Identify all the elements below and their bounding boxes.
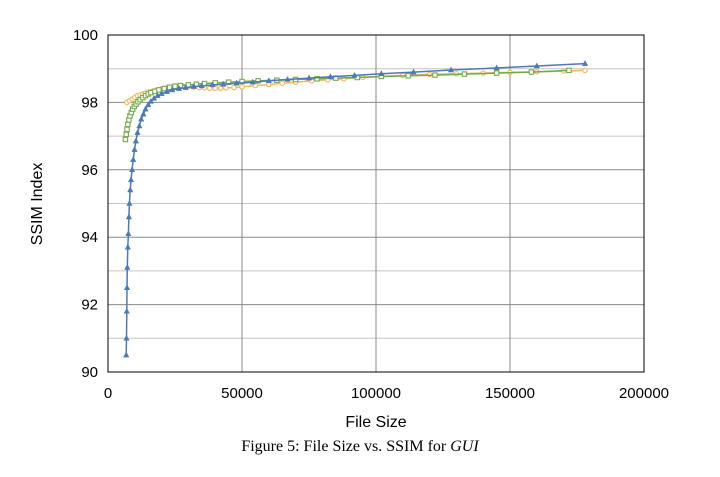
data-point: [129, 166, 136, 173]
data-point: [582, 67, 588, 74]
data-point: [284, 75, 291, 82]
y-tick-label: 98: [81, 94, 98, 111]
data-point: [190, 83, 197, 89]
data-point: [127, 176, 135, 183]
data-point: [140, 110, 147, 117]
data-point: [327, 73, 334, 80]
data-point: [461, 71, 468, 77]
data-point: [220, 80, 227, 87]
data-point: [314, 76, 320, 82]
data-point: [239, 84, 245, 90]
figure-caption-text: Figure 5: File Size vs. SSIM for: [241, 438, 451, 455]
data-point: [156, 87, 162, 93]
data-point: [124, 264, 131, 270]
data-point: [130, 156, 137, 162]
data-point: [147, 97, 154, 104]
data-point: [432, 72, 438, 78]
data-point: [126, 199, 133, 206]
y-tick-label: 92: [81, 297, 98, 314]
data-point: [123, 334, 130, 341]
data-point: [145, 101, 152, 108]
y-axis-title: SSIM Index: [29, 163, 46, 246]
x-tick-label: 0: [104, 385, 112, 402]
data-point: [136, 122, 143, 129]
data-point: [163, 88, 171, 94]
data-point: [182, 84, 189, 90]
y-tick-label: 100: [73, 27, 98, 44]
data-point: [169, 86, 176, 93]
plot-area-frame: [107, 34, 645, 373]
data-point: [217, 85, 224, 91]
y-tick-label: 94: [81, 229, 98, 246]
data-point: [249, 78, 256, 85]
data-point: [265, 77, 272, 84]
data-point: [410, 68, 417, 75]
data-point: [566, 67, 572, 74]
data-point: [581, 60, 589, 66]
data-point: [161, 85, 168, 92]
data-point: [123, 351, 130, 358]
data-point: [378, 70, 385, 77]
data-point: [166, 84, 173, 90]
data-point: [351, 71, 358, 78]
data-point: [123, 307, 130, 314]
x-tick-label: 200000: [619, 385, 669, 402]
x-axis-title: File Size: [345, 414, 406, 431]
data-point: [127, 186, 134, 193]
data-point: [122, 136, 129, 143]
data-point: [231, 84, 237, 91]
figure-caption-emphasis: GUI: [450, 438, 479, 455]
tick-labels: 90 92 94 96 98 100 0 50000 100000 150000 200000: [73, 27, 669, 402]
data-point: [124, 243, 131, 250]
data-point: [493, 64, 500, 71]
data-point: [125, 121, 131, 128]
data-point: [134, 129, 141, 135]
data-series: [122, 60, 589, 358]
file-size-ssim-chart: 90 92 94 96 98 100 0 50000 100000 150000 200000 Fi…: [29, 27, 669, 431]
data-point: [447, 66, 455, 73]
x-tick-label: 150000: [485, 385, 535, 402]
series-line: [124, 69, 570, 140]
x-tick-label: 100000: [351, 385, 401, 402]
series-3: [123, 60, 589, 358]
data-point: [138, 115, 145, 122]
data-point: [528, 69, 535, 75]
figure-caption: Figure 5: File Size vs. SSIM for GUI: [0, 438, 720, 456]
data-point: [175, 85, 183, 91]
data-point: [305, 74, 313, 81]
data-point: [198, 82, 205, 89]
x-tick-label: 50000: [221, 385, 263, 402]
data-point: [124, 126, 130, 133]
data-point: [132, 137, 139, 144]
data-point: [125, 230, 132, 237]
data-point: [405, 73, 411, 79]
data-point: [123, 284, 131, 290]
data-point: [158, 90, 165, 96]
data-point: [239, 78, 245, 85]
y-tick-label: 90: [81, 364, 98, 381]
data-point: [533, 62, 540, 69]
data-point: [279, 80, 285, 86]
data-point: [209, 81, 216, 88]
data-point: [207, 85, 213, 91]
data-point: [493, 70, 500, 76]
data-point: [131, 146, 138, 152]
data-point: [172, 83, 178, 89]
data-point: [142, 105, 149, 112]
y-tick-label: 96: [81, 162, 98, 179]
data-point: [125, 213, 133, 220]
series-line: [125, 62, 586, 356]
data-point: [212, 85, 218, 91]
data-point: [123, 131, 129, 138]
data-point: [233, 79, 240, 86]
